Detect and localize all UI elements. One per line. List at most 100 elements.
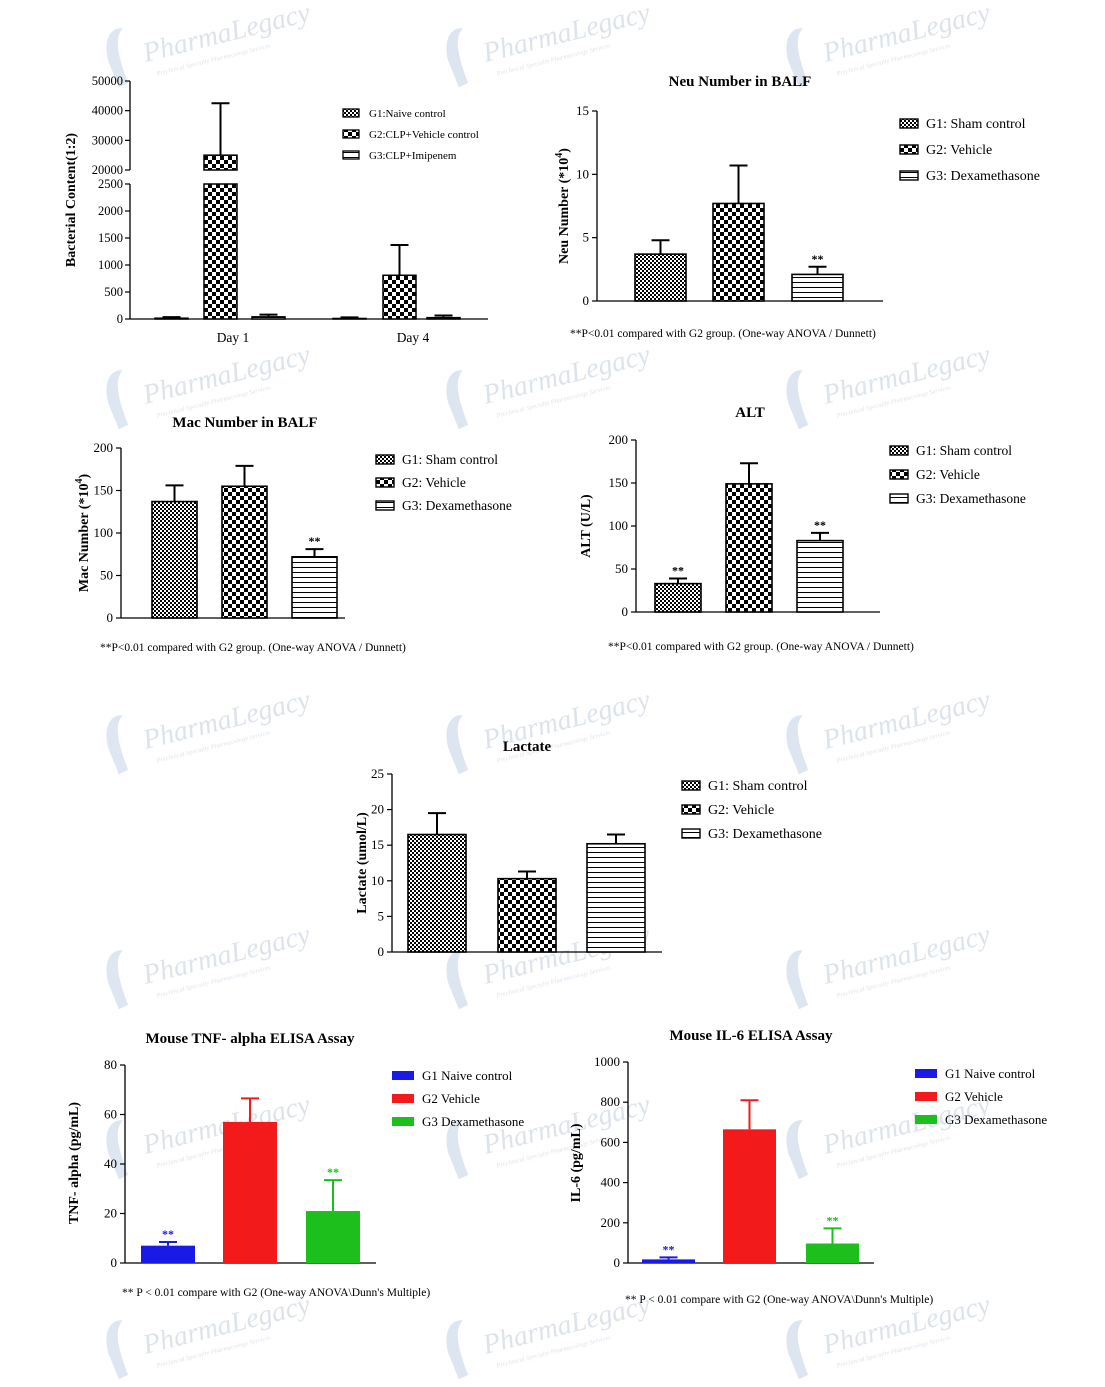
watermark-mark-icon xyxy=(786,1120,809,1180)
legend-swatch xyxy=(889,445,909,456)
chart-neu: Neu Number in BALF 0 5 10 15 Neu Number (*104… xyxy=(554,74,1040,340)
legend-label: G2: Vehicle xyxy=(708,803,774,818)
legend-swatch xyxy=(915,1115,937,1124)
y-tick-label: 150 xyxy=(94,483,114,498)
footnote: **P<0.01 compared with G2 group. (One-wa… xyxy=(570,328,876,340)
y-tick-label: 40000 xyxy=(92,104,123,118)
watermark-mark-icon xyxy=(446,715,469,775)
watermark-mark-icon xyxy=(446,370,469,430)
legend-label: G1 Naive control xyxy=(945,1066,1036,1081)
legend-label: G3: Dexamethasone xyxy=(926,169,1040,184)
watermark-mark-icon xyxy=(786,28,809,88)
y-tick-label: 50 xyxy=(615,561,628,576)
y-axis-label: IL-6 (pg/mL) xyxy=(569,1123,584,1202)
y-axis-label-text: ALT (U/L) xyxy=(579,494,594,558)
y-tick-label: 200 xyxy=(94,440,114,455)
y-tick-label: 2000 xyxy=(98,204,123,218)
legend-swatch xyxy=(375,500,395,511)
legend-label: G2 Vehicle xyxy=(422,1091,480,1106)
y-axis-label-end: ) xyxy=(557,148,572,153)
footnote: **P<0.01 compared with G2 group. (One-wa… xyxy=(100,642,406,654)
significance-marker: ** xyxy=(672,563,684,577)
y-tick-label: 20000 xyxy=(92,163,123,177)
y-tick-label: 1000 xyxy=(594,1054,620,1069)
y-tick-label: 5 xyxy=(378,908,385,923)
bar xyxy=(426,316,461,320)
bar-1 xyxy=(634,253,687,302)
legend-swatch xyxy=(915,1092,937,1101)
y-tick-label: 200 xyxy=(601,1215,621,1230)
y-axis-label: TNF- alpha (pg/mL) xyxy=(67,1102,82,1224)
bar-3 xyxy=(791,273,844,302)
chart-title: Mouse IL-6 ELISA Assay xyxy=(670,1028,833,1044)
chart-title: Mac Number in BALF xyxy=(172,415,317,431)
y-tick-label: 0 xyxy=(583,293,590,308)
y-axis-label: ALT (U/L) xyxy=(579,494,594,558)
chart-mac: Mac Number in BALF 0 50 100 150 200 Mac Number… xyxy=(74,415,512,654)
significance-marker: ** xyxy=(663,1242,675,1256)
y-tick-label: 10 xyxy=(371,873,384,888)
y-tick-label: 50000 xyxy=(92,74,123,88)
legend-label: G2 Vehicle xyxy=(945,1089,1003,1104)
y-axis-label-sup: 4 xyxy=(554,153,565,158)
y-tick-label: 0 xyxy=(117,312,123,326)
y-axis-label-text: IL-6 (pg/mL) xyxy=(569,1123,584,1202)
watermark-mark-icon xyxy=(786,950,809,1010)
legend-swatch xyxy=(681,828,701,839)
chart-lactate: Lactate 0 5 10 15 20 25 Lactate (umol/L) G1: Sha… xyxy=(355,739,822,959)
footnote: ** P < 0.01 compare with G2 (One-way ANO… xyxy=(122,1287,430,1299)
y-tick-label: 30000 xyxy=(92,133,123,147)
legend-swatch xyxy=(392,1071,414,1080)
bar-2 xyxy=(712,202,765,302)
y-tick-label: 5 xyxy=(583,230,590,245)
y-axis-label: Lactate (umol/L) xyxy=(355,812,370,914)
y-axis-label-text: Mac Number (*10 xyxy=(77,484,92,593)
y-axis-label-sup: 4 xyxy=(74,479,85,484)
legend-label: G3 Dexamethasone xyxy=(945,1112,1047,1127)
y-tick-label: 0 xyxy=(111,1255,118,1270)
legend-label: G2: Vehicle xyxy=(926,143,992,158)
chart-tnf: Mouse TNF- alpha ELISA Assay 0 20 40 60 80 TNF… xyxy=(67,1031,524,1299)
legend-label: G1: Sham control xyxy=(926,117,1026,132)
y-tick-label: 0 xyxy=(614,1255,621,1270)
bar-2 xyxy=(223,1121,277,1263)
watermark-mark-icon xyxy=(106,1120,129,1180)
legend-label: G2:CLP+Vehicle control xyxy=(369,129,479,141)
chart-title: Mouse TNF- alpha ELISA Assay xyxy=(146,1031,355,1047)
legend-label: G3: Dexamethasone xyxy=(402,498,512,513)
bar-3 xyxy=(306,1211,360,1263)
significance-marker: ** xyxy=(814,518,826,532)
y-tick-label: 20 xyxy=(104,1206,117,1221)
legend-swatch xyxy=(899,170,919,181)
legend-label: G3: Dexamethasone xyxy=(916,491,1026,506)
y-tick-label: 80 xyxy=(104,1057,117,1072)
legend-label: G1: Sham control xyxy=(708,779,808,794)
bar-3 xyxy=(291,555,338,619)
bar xyxy=(154,317,189,320)
bar-1 xyxy=(141,1245,195,1263)
legend-swatch xyxy=(915,1069,937,1078)
y-axis-label-end: ) xyxy=(77,474,92,479)
chart-il6: Mouse IL-6 ELISA Assay 0 200 400 600 800 1000 I… xyxy=(569,1028,1047,1306)
legend-swatch xyxy=(342,150,360,160)
y-tick-label: 150 xyxy=(609,475,629,490)
legend-label: G3: Dexamethasone xyxy=(708,827,822,842)
y-tick-label: 200 xyxy=(609,432,629,447)
watermark-mark-icon xyxy=(106,950,129,1010)
y-tick-label: 0 xyxy=(378,944,385,959)
legend-label: G1: Sham control xyxy=(402,452,498,467)
y-tick-label: 600 xyxy=(601,1134,621,1149)
legend-label: G2: Vehicle xyxy=(402,475,466,490)
legend-swatch xyxy=(342,129,360,139)
